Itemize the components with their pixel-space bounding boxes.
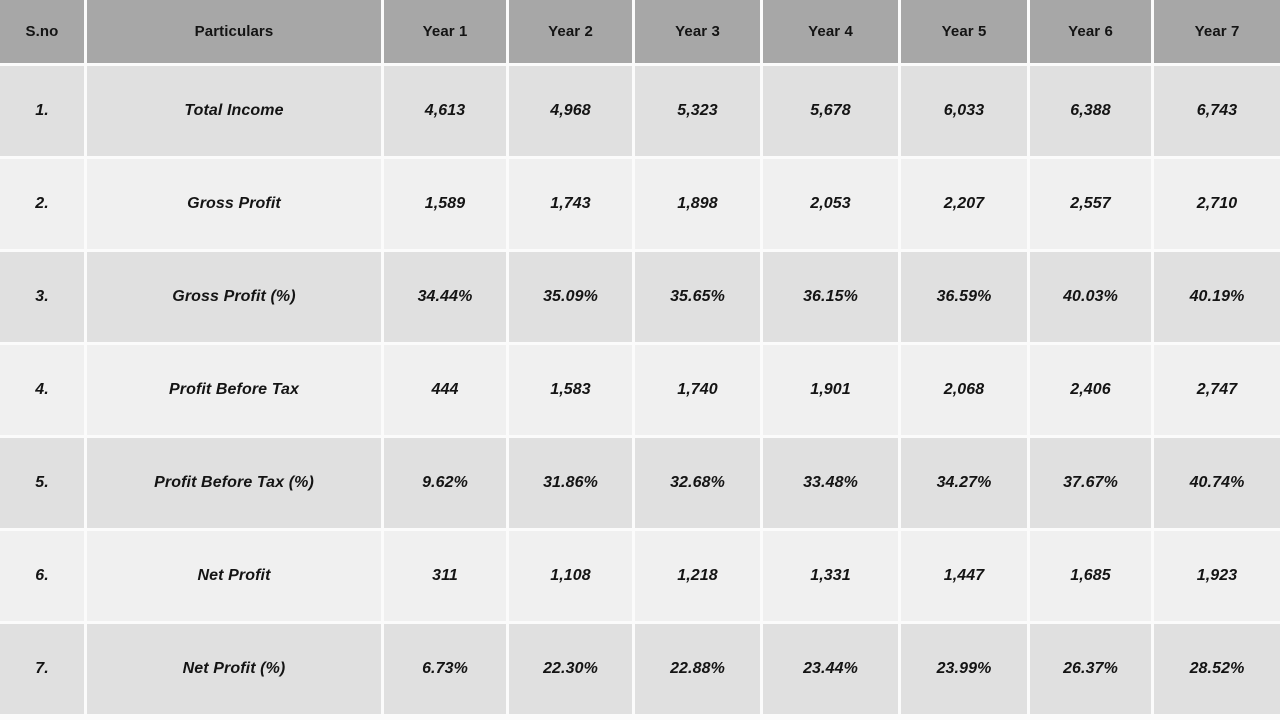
value-cell: 6.73%	[384, 624, 506, 714]
value-cell: 34.44%	[384, 252, 506, 342]
value-cell: 37.67%	[1030, 438, 1151, 528]
value-cell: 1,743	[509, 159, 632, 249]
table-row-total-income: 1. Total Income 4,613 4,968 5,323 5,678 …	[0, 66, 1280, 156]
value-cell: 35.65%	[635, 252, 760, 342]
value-cell: 34.27%	[901, 438, 1027, 528]
column-header-year3: Year 3	[635, 0, 760, 63]
value-cell: 1,108	[509, 531, 632, 621]
value-cell: 311	[384, 531, 506, 621]
value-cell: 2,557	[1030, 159, 1151, 249]
column-header-year4: Year 4	[763, 0, 898, 63]
value-cell: 36.59%	[901, 252, 1027, 342]
column-header-sno: S.no	[0, 0, 84, 63]
row-number-cell: 4.	[0, 345, 84, 435]
table-row-gross-profit: 2. Gross Profit 1,589 1,743 1,898 2,053 …	[0, 159, 1280, 249]
value-cell: 40.74%	[1154, 438, 1280, 528]
value-cell: 2,710	[1154, 159, 1280, 249]
row-number-cell: 7.	[0, 624, 84, 714]
value-cell: 1,331	[763, 531, 898, 621]
value-cell: 1,740	[635, 345, 760, 435]
value-cell: 6,743	[1154, 66, 1280, 156]
value-cell: 28.52%	[1154, 624, 1280, 714]
value-cell: 444	[384, 345, 506, 435]
table-row-net-profit-pct: 7. Net Profit (%) 6.73% 22.30% 22.88% 23…	[0, 624, 1280, 714]
column-header-particulars: Particulars	[87, 0, 381, 63]
row-number-cell: 5.	[0, 438, 84, 528]
value-cell: 1,898	[635, 159, 760, 249]
row-label-cell: Net Profit (%)	[87, 624, 381, 714]
value-cell: 9.62%	[384, 438, 506, 528]
value-cell: 33.48%	[763, 438, 898, 528]
table-header-row: S.no Particulars Year 1 Year 2 Year 3 Ye…	[0, 0, 1280, 63]
row-number-cell: 1.	[0, 66, 84, 156]
value-cell: 1,589	[384, 159, 506, 249]
row-number-cell: 6.	[0, 531, 84, 621]
column-header-year1: Year 1	[384, 0, 506, 63]
table-row-profit-before-tax: 4. Profit Before Tax 444 1,583 1,740 1,9…	[0, 345, 1280, 435]
value-cell: 1,218	[635, 531, 760, 621]
column-header-year6: Year 6	[1030, 0, 1151, 63]
row-label-cell: Gross Profit (%)	[87, 252, 381, 342]
value-cell: 22.30%	[509, 624, 632, 714]
row-number-cell: 2.	[0, 159, 84, 249]
value-cell: 5,678	[763, 66, 898, 156]
value-cell: 22.88%	[635, 624, 760, 714]
value-cell: 2,053	[763, 159, 898, 249]
value-cell: 1,901	[763, 345, 898, 435]
value-cell: 36.15%	[763, 252, 898, 342]
value-cell: 5,323	[635, 66, 760, 156]
row-label-cell: Net Profit	[87, 531, 381, 621]
row-label-cell: Total Income	[87, 66, 381, 156]
value-cell: 2,406	[1030, 345, 1151, 435]
row-label-cell: Gross Profit	[87, 159, 381, 249]
value-cell: 1,685	[1030, 531, 1151, 621]
value-cell: 6,388	[1030, 66, 1151, 156]
row-label-cell: Profit Before Tax (%)	[87, 438, 381, 528]
row-number-cell: 3.	[0, 252, 84, 342]
value-cell: 23.99%	[901, 624, 1027, 714]
value-cell: 1,447	[901, 531, 1027, 621]
value-cell: 32.68%	[635, 438, 760, 528]
value-cell: 26.37%	[1030, 624, 1151, 714]
value-cell: 2,207	[901, 159, 1027, 249]
value-cell: 4,613	[384, 66, 506, 156]
value-cell: 2,747	[1154, 345, 1280, 435]
row-label-cell: Profit Before Tax	[87, 345, 381, 435]
column-header-year7: Year 7	[1154, 0, 1280, 63]
table-row-net-profit: 6. Net Profit 311 1,108 1,218 1,331 1,44…	[0, 531, 1280, 621]
value-cell: 35.09%	[509, 252, 632, 342]
value-cell: 4,968	[509, 66, 632, 156]
value-cell: 31.86%	[509, 438, 632, 528]
value-cell: 40.03%	[1030, 252, 1151, 342]
value-cell: 1,923	[1154, 531, 1280, 621]
value-cell: 40.19%	[1154, 252, 1280, 342]
column-header-year2: Year 2	[509, 0, 632, 63]
value-cell: 23.44%	[763, 624, 898, 714]
value-cell: 1,583	[509, 345, 632, 435]
value-cell: 6,033	[901, 66, 1027, 156]
column-header-year5: Year 5	[901, 0, 1027, 63]
table-row-profit-before-tax-pct: 5. Profit Before Tax (%) 9.62% 31.86% 32…	[0, 438, 1280, 528]
value-cell: 2,068	[901, 345, 1027, 435]
table-row-gross-profit-pct: 3. Gross Profit (%) 34.44% 35.09% 35.65%…	[0, 252, 1280, 342]
